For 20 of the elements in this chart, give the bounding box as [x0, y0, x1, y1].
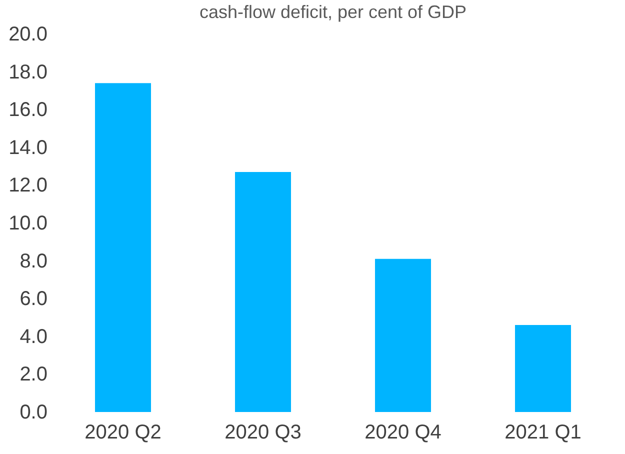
x-tick-label: 2021 Q1 [504, 422, 582, 444]
x-tick-label: 2020 Q4 [364, 422, 442, 444]
y-tick-label: 0.0 [20, 402, 48, 424]
y-tick-label: 14.0 [8, 136, 48, 159]
x-tick-label: 2020 Q2 [84, 422, 162, 444]
x-tick-label: 2020 Q3 [224, 422, 302, 444]
y-tick-label: 10.0 [8, 212, 48, 234]
bar [235, 172, 291, 412]
bar [375, 258, 431, 412]
y-tick-label: 16.0 [8, 99, 48, 122]
chart-title: cash-flow deficit, per cent of GDP [199, 2, 467, 22]
y-tick-label: 12.0 [8, 174, 48, 197]
y-tick-label: 20.0 [8, 24, 48, 46]
y-tick-label: 6.0 [20, 288, 48, 310]
y-tick-label: 8.0 [20, 250, 48, 272]
bar [515, 325, 571, 412]
bar [95, 83, 151, 412]
y-tick-label: 2.0 [20, 364, 48, 386]
y-tick-label: 18.0 [8, 61, 48, 84]
y-tick-label: 4.0 [20, 326, 48, 348]
